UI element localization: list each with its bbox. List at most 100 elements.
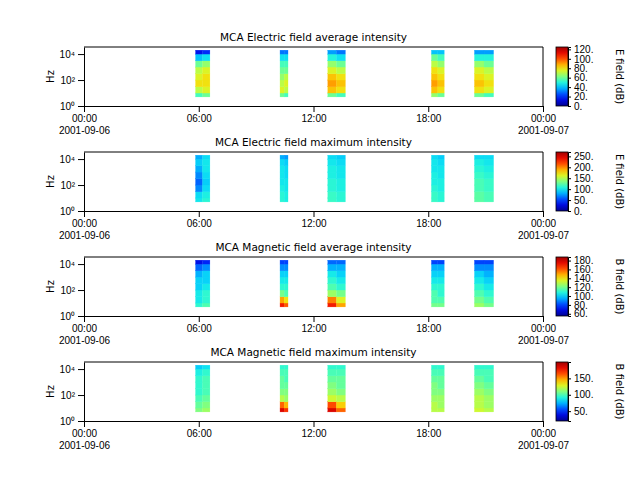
- colorbar-tick-mark: [568, 314, 571, 315]
- colorbar-tick-label: 80.: [574, 63, 588, 74]
- cell: [336, 50, 345, 54]
- cell: [196, 61, 203, 67]
- x-tick-label: 18:00: [416, 323, 441, 334]
- figure: 00:002001-09-0606:0012:0018:0000:002001-…: [0, 0, 640, 480]
- x-tick-label: 06:00: [187, 113, 212, 124]
- cell: [328, 192, 337, 198]
- cell: [328, 408, 337, 412]
- cell: [328, 389, 337, 395]
- y-axis: 10⁰10²10⁴: [60, 48, 85, 112]
- colorbar-tick: 100.: [568, 389, 593, 400]
- cell: [284, 408, 288, 412]
- cell: [431, 50, 437, 54]
- cell: [203, 303, 210, 307]
- x-tick-mark: [314, 106, 315, 112]
- cell: [336, 93, 345, 97]
- cell: [280, 93, 284, 97]
- colorbar-tick-label: 200.: [574, 162, 593, 173]
- colorbar-tick: 0.: [568, 206, 582, 217]
- colorbar-tick: 250.: [568, 151, 593, 162]
- x-tick-mark: [428, 211, 429, 217]
- colorbar-tick-mark: [568, 106, 571, 107]
- cell: [484, 54, 494, 61]
- colorbar-axis: 50.100.150.: [568, 363, 593, 422]
- x-tick-mark: [199, 316, 200, 322]
- cell: [431, 260, 437, 264]
- colorbar-tick-label: 150.: [574, 373, 593, 384]
- colorbar-tick-label: 60.: [574, 72, 588, 83]
- cell: [203, 389, 210, 395]
- y-tick-mark: [78, 316, 84, 317]
- cell: [474, 303, 484, 307]
- colorbar-tick-mark: [568, 78, 571, 79]
- cells: [196, 260, 494, 307]
- cell: [484, 365, 494, 369]
- y-tick-label: 10²: [61, 75, 76, 86]
- cell: [284, 389, 288, 395]
- colorbar-tick-mark: [568, 296, 571, 297]
- cell: [431, 382, 437, 389]
- cell: [438, 50, 444, 54]
- cell: [438, 290, 444, 297]
- cell: [336, 179, 345, 185]
- cell: [203, 277, 210, 284]
- cell: [438, 303, 444, 307]
- cell: [284, 284, 288, 290]
- cell: [196, 260, 203, 264]
- cell: [203, 290, 210, 297]
- cell: [431, 87, 437, 93]
- x-tick-mark: [314, 316, 315, 322]
- cell: [196, 369, 203, 376]
- cell: [474, 54, 484, 61]
- cell: [431, 159, 437, 166]
- colorbar-tick: 200.: [568, 162, 593, 173]
- cell: [431, 67, 437, 74]
- cell: [196, 198, 203, 202]
- colorbar-tick: 40.: [568, 82, 588, 93]
- x-tick: 00:002001-09-07: [518, 211, 570, 241]
- x-tick: 18:00: [416, 211, 441, 229]
- cell: [328, 297, 337, 303]
- cells: [196, 365, 494, 412]
- cell: [474, 159, 484, 166]
- cell: [328, 54, 337, 61]
- cell: [280, 260, 284, 264]
- cell: [336, 159, 345, 166]
- y-tick: 10⁴: [60, 154, 84, 165]
- colorbar-tick: 60.: [568, 72, 588, 83]
- x-tick-label: 06:00: [187, 428, 212, 439]
- panel: 00:002001-09-0606:0012:0018:0000:002001-…: [45, 241, 625, 346]
- cell: [431, 192, 437, 198]
- cell: [280, 284, 284, 290]
- cell: [336, 264, 345, 271]
- cell: [431, 297, 437, 303]
- colorbar-axis: 0.50.100.150.200.250.: [568, 151, 593, 217]
- x-tick-label: 18:00: [416, 428, 441, 439]
- colorbar-tick-label: 0.: [574, 206, 582, 217]
- colorbar-tick-mark: [568, 261, 571, 262]
- colorbar-tick: 100.: [568, 184, 593, 195]
- y-tick-label: 10⁴: [60, 364, 75, 375]
- cell: [438, 54, 444, 61]
- cell: [438, 284, 444, 290]
- x-tick-mark: [199, 211, 200, 217]
- cell: [280, 290, 284, 297]
- cell: [196, 297, 203, 303]
- cell: [328, 369, 337, 376]
- cell: [280, 185, 284, 192]
- colorbar-title: E field (dB): [614, 154, 625, 209]
- cell: [438, 87, 444, 93]
- cell: [280, 376, 284, 382]
- colorbar-title: E field (dB): [614, 49, 625, 104]
- cell: [336, 284, 345, 290]
- cell: [203, 166, 210, 172]
- panel: 00:002001-09-0606:0012:0018:0000:002001-…: [45, 31, 625, 136]
- cell: [196, 271, 203, 277]
- cell: [336, 369, 345, 376]
- x-tick-label: 18:00: [416, 113, 441, 124]
- cell: [280, 87, 284, 93]
- cell: [196, 74, 203, 80]
- y-tick-label: 10⁰: [60, 416, 75, 427]
- cell: [284, 402, 288, 408]
- cell: [284, 198, 288, 202]
